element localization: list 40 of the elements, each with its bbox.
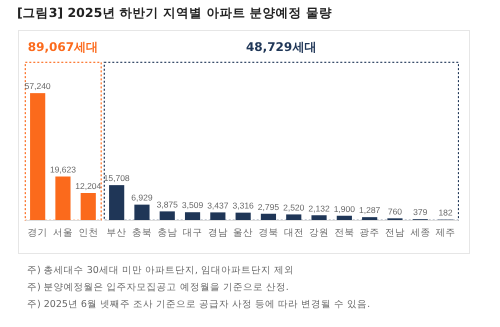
text: 주) 분양예정월은 입주자모집공고 예정월을 기준으로 산정. [27, 281, 290, 295]
text: 주) 2025년 6월 넷째주 조사 기준으로 공급자 사정 등에 따라 변경될 수 있음. [27, 298, 370, 312]
data-label: 379 [413, 207, 428, 218]
data-label: 12,204 [75, 180, 102, 191]
data-label: 3,437 [207, 200, 229, 210]
data-label: 3,316 [232, 200, 254, 211]
x-tick-label: 경북 [258, 228, 278, 238]
data-label: 2,520 [283, 202, 305, 212]
data-label: 1,287 [359, 205, 381, 216]
data-label: 19,623 [50, 164, 76, 174]
data-label: 3,875 [156, 199, 178, 210]
data-label: 182 [438, 208, 453, 218]
x-tick-label: 경남 [208, 228, 228, 238]
data-label: 760 [388, 206, 402, 216]
x-tick-label: 제주 [436, 228, 456, 238]
x-tick-label: 울산 [233, 228, 254, 238]
x-tick-label: 서울 [52, 228, 73, 238]
data-label: 57,240 [24, 81, 51, 92]
data-label: 6,929 [131, 192, 153, 203]
x-tick-label: 전북 [334, 228, 354, 238]
data-label: 3,509 [182, 200, 204, 210]
data-label: 15,708 [104, 173, 130, 184]
x-tick-label: 충북 [132, 228, 152, 238]
x-tick-label: 경기 [28, 228, 48, 238]
x-tick-label: 대전 [284, 228, 304, 238]
x-tick-label: 광주 [360, 228, 380, 238]
x-tick-label: 강원 [309, 228, 330, 238]
x-tick-label: 세종 [410, 228, 430, 238]
data-label: 1,900 [334, 204, 356, 214]
x-tick-label: 부산 [106, 228, 127, 238]
data-label: 2,795 [258, 202, 280, 212]
text: 48,729세대 [246, 40, 316, 54]
x-tick-label: 인천 [78, 228, 98, 238]
data-label: 2,132 [308, 203, 330, 214]
x-tick-label: 대구 [182, 228, 203, 238]
text: 주) 총세대수 30세대 미만 아파트단지, 임대아파트단지 제외 [27, 264, 295, 278]
text: 89,067세대 [28, 40, 98, 54]
x-tick-label: 전남 [384, 228, 405, 238]
x-tick-label: 충남 [157, 228, 178, 238]
chart-title: [그림3] 2025년 하반기 지역별 아파트 분양예정 물량 [17, 5, 332, 22]
